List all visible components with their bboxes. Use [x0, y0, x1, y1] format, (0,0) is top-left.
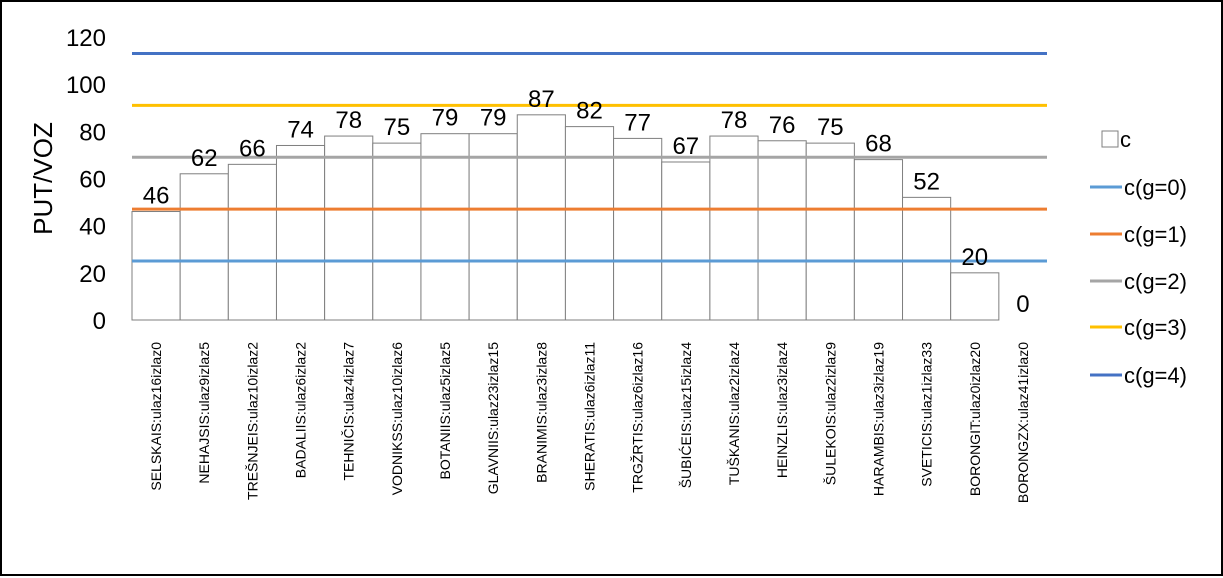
x-tick-label: TRGŽRTIS:ulaz6izlaz16 [630, 342, 646, 493]
data-label: 79 [432, 105, 459, 132]
data-label: 20 [961, 244, 988, 271]
bar [709, 135, 759, 321]
bar [613, 137, 663, 321]
x-tick-label: TREŠNJEIS:ulaz10izlaz2 [244, 342, 260, 500]
data-label: 87 [528, 86, 555, 113]
bar [853, 159, 904, 321]
data-label: 78 [335, 107, 362, 134]
y-tick-label: 100 [66, 72, 106, 99]
data-label: 0 [1016, 291, 1029, 318]
legend-label: c(g=1) [1124, 222, 1187, 247]
x-tick-label: SHERATIS:ulaz6izlaz11 [582, 342, 598, 491]
x-tick-label: NEHAJSIS:ulaz9izlaz5 [196, 342, 212, 484]
data-label: 66 [239, 135, 266, 162]
x-tick-label: SELSKAIS:ulaz16izlaz0 [148, 342, 164, 491]
bar [324, 135, 374, 321]
legend-label: c(g=0) [1124, 175, 1187, 200]
bar [902, 196, 952, 321]
bar [757, 140, 807, 321]
y-tick-label: 40 [79, 214, 106, 241]
data-label: 82 [576, 98, 603, 125]
data-label: 68 [865, 131, 892, 158]
bar [805, 142, 855, 321]
bar [227, 163, 277, 321]
bar [420, 133, 470, 321]
data-label: 52 [913, 168, 940, 195]
bar [468, 133, 518, 321]
legend-swatch-c [1101, 130, 1119, 148]
legend-label-c: c [1120, 127, 1131, 152]
y-axis-title: PUT/VOZ [28, 122, 58, 235]
legend-label: c(g=4) [1124, 363, 1187, 388]
x-tick-label: GLAVNIIS:ulaz23izlaz15 [485, 342, 501, 494]
x-tick-label: BORONGIT:ulaz0izlaz20 [967, 342, 983, 496]
bar [564, 126, 615, 321]
data-label: 62 [191, 145, 218, 172]
y-tick-label: 120 [66, 25, 106, 52]
data-label: 74 [287, 116, 314, 143]
x-tick-label: HEINZLIS:ulaz3izlaz4 [774, 342, 790, 478]
x-tick-label: BOTANIIS:ulaz5izlaz5 [437, 342, 453, 480]
bar [131, 211, 181, 321]
x-tick-label: ŠULEKOIS:ulaz2izlaz9 [822, 342, 838, 485]
x-tick-label: ŠUBIĆEIS:ulaz15izlaz4 [678, 342, 694, 489]
x-tick-label: BRANIMIS:ulaz3izlaz8 [533, 342, 549, 483]
legend-label: c(g=2) [1124, 269, 1187, 294]
data-label: 78 [721, 107, 748, 134]
data-label: 77 [624, 109, 651, 136]
x-tick-label: HARAMBIS:ulaz3izlaz19 [870, 342, 886, 496]
data-label: 79 [480, 105, 507, 132]
data-label: 76 [769, 112, 796, 139]
data-label: 75 [384, 114, 411, 141]
y-tick-label: 60 [79, 167, 106, 194]
y-tick-label: 80 [79, 119, 106, 146]
x-tick-label: VODNIKSS:ulaz10izlaz6 [389, 342, 405, 496]
data-label: 67 [672, 133, 699, 160]
x-tick-label: SVETICIS:ulaz1izlaz33 [919, 342, 935, 487]
bar [372, 142, 422, 321]
data-label: 75 [817, 114, 844, 141]
bar [179, 173, 229, 321]
x-tick-label: TEHNIČIS:ulaz4izlaz7 [341, 342, 357, 481]
bar [950, 272, 1000, 321]
y-tick-label: 20 [79, 261, 106, 288]
legend-label: c(g=3) [1124, 315, 1187, 340]
y-tick-label: 0 [93, 308, 106, 335]
data-label: 46 [143, 183, 170, 210]
bar [516, 114, 566, 321]
x-tick-label: BORONGZX:ulaz41izlaz0 [1015, 342, 1031, 503]
x-tick-label: BADALIIS:ulaz6izlaz2 [293, 342, 309, 478]
x-tick-label: TUŠKANIS:ulaz2izlaz4 [726, 342, 742, 485]
bar [661, 161, 711, 321]
bar [275, 144, 326, 321]
